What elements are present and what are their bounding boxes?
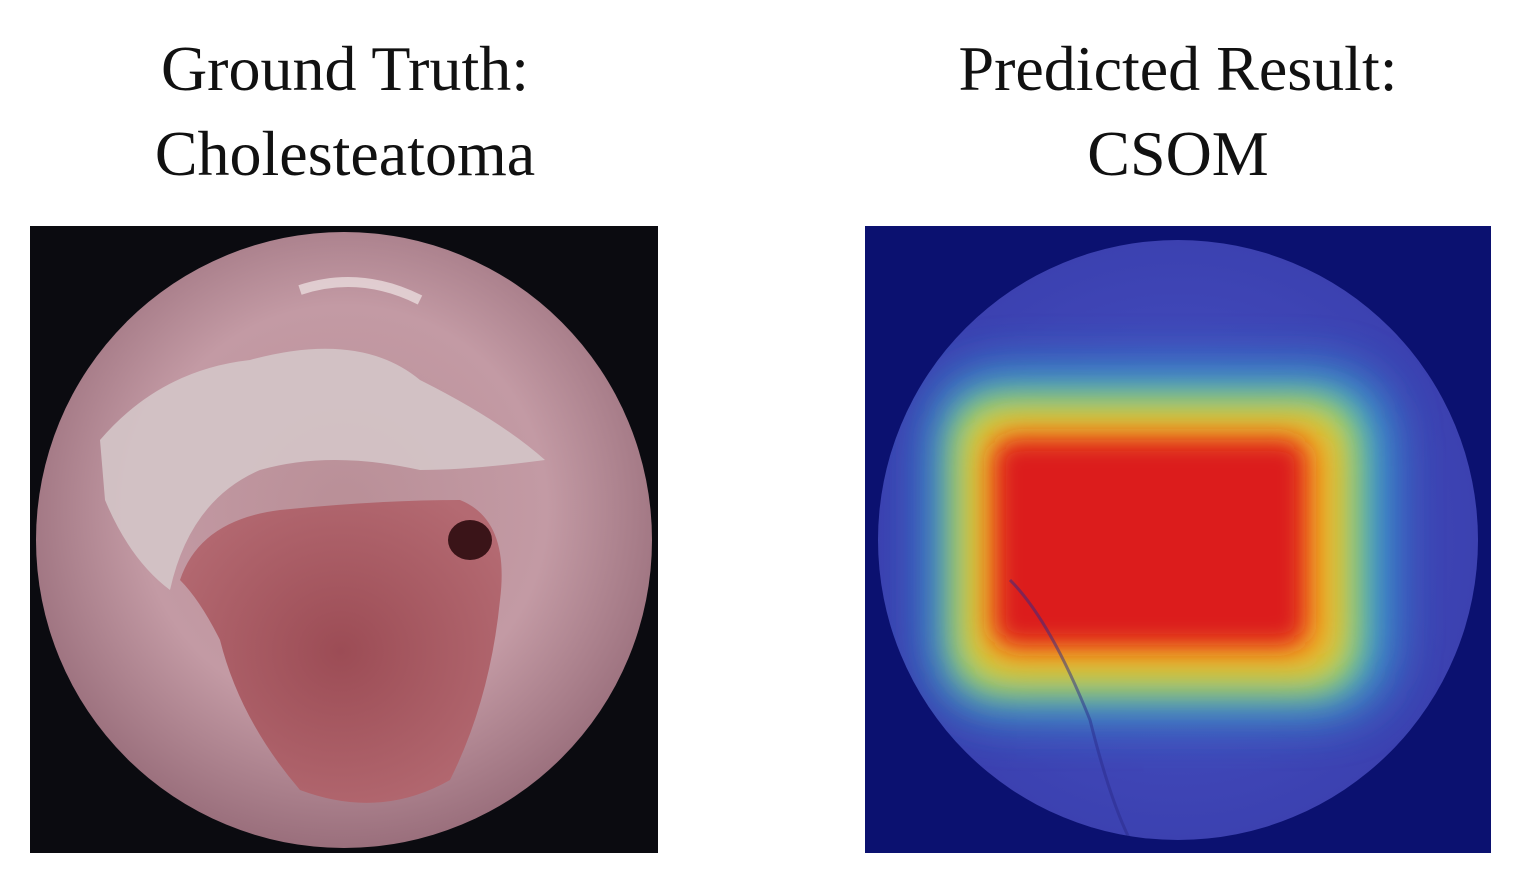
panel-title: Predicted Result: [958,33,1397,104]
panel-title: CSOM [1087,118,1268,189]
otoscope-image [30,226,658,853]
panel-title: Ground Truth: [161,33,529,104]
heatmap-image [865,226,1491,853]
panel-title: Cholesteatoma [155,118,535,189]
